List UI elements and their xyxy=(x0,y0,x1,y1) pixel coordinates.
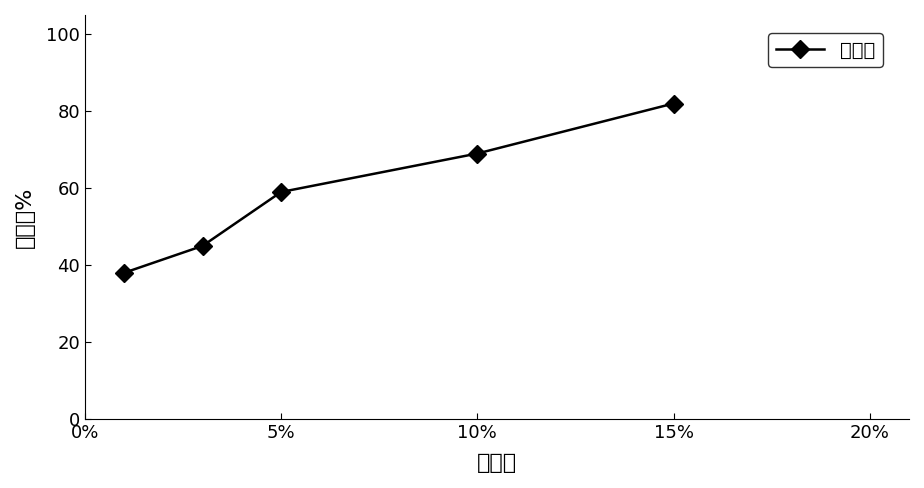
X-axis label: 接种量: 接种量 xyxy=(477,453,517,473)
降解率 xyxy=(197,243,208,249)
降解率 xyxy=(668,101,679,106)
Line: 降解率: 降解率 xyxy=(118,97,680,279)
Y-axis label: 降解率%: 降解率% xyxy=(15,186,35,248)
降解率 xyxy=(118,270,129,276)
降解率 xyxy=(472,151,483,157)
降解率 xyxy=(275,189,286,195)
Legend: 降解率: 降解率 xyxy=(768,33,882,67)
